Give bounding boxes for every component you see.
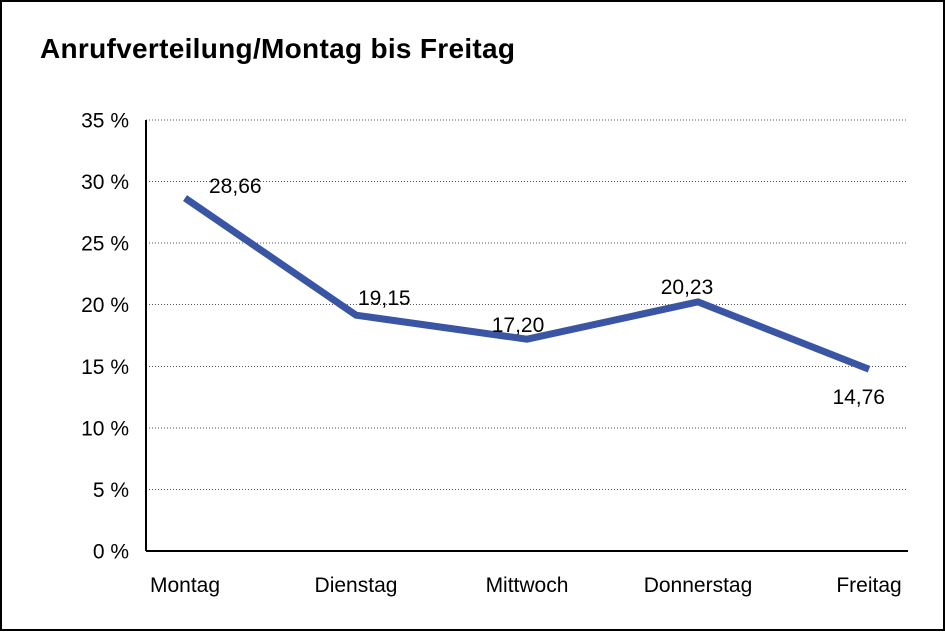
value-label: 20,23 [661, 276, 714, 299]
y-tick-label: 35 % [81, 110, 129, 133]
x-category-label: Montag [150, 574, 220, 597]
y-tick-label: 20 % [81, 294, 129, 317]
x-category-label: Freitag [836, 574, 901, 597]
y-tick-label: 30 % [81, 171, 129, 194]
y-tick-label: 10 % [81, 417, 129, 440]
chart-title: Anrufverteilung/Montag bis Freitag [40, 33, 516, 64]
x-category-label: Donnerstag [644, 574, 753, 597]
value-label: 17,20 [492, 314, 545, 337]
data-series-line [183, 195, 871, 373]
y-tick-label: 15 % [81, 356, 129, 379]
y-tick-label: 25 % [81, 233, 129, 256]
x-category-label: Dienstag [315, 574, 398, 597]
value-label: 28,66 [209, 175, 262, 198]
y-tick-label: 5 % [93, 479, 129, 502]
value-label: 14,76 [832, 386, 885, 409]
x-category-label: Mittwoch [486, 574, 569, 597]
value-label: 19,15 [358, 287, 411, 310]
y-tick-label: 0 % [93, 541, 129, 564]
